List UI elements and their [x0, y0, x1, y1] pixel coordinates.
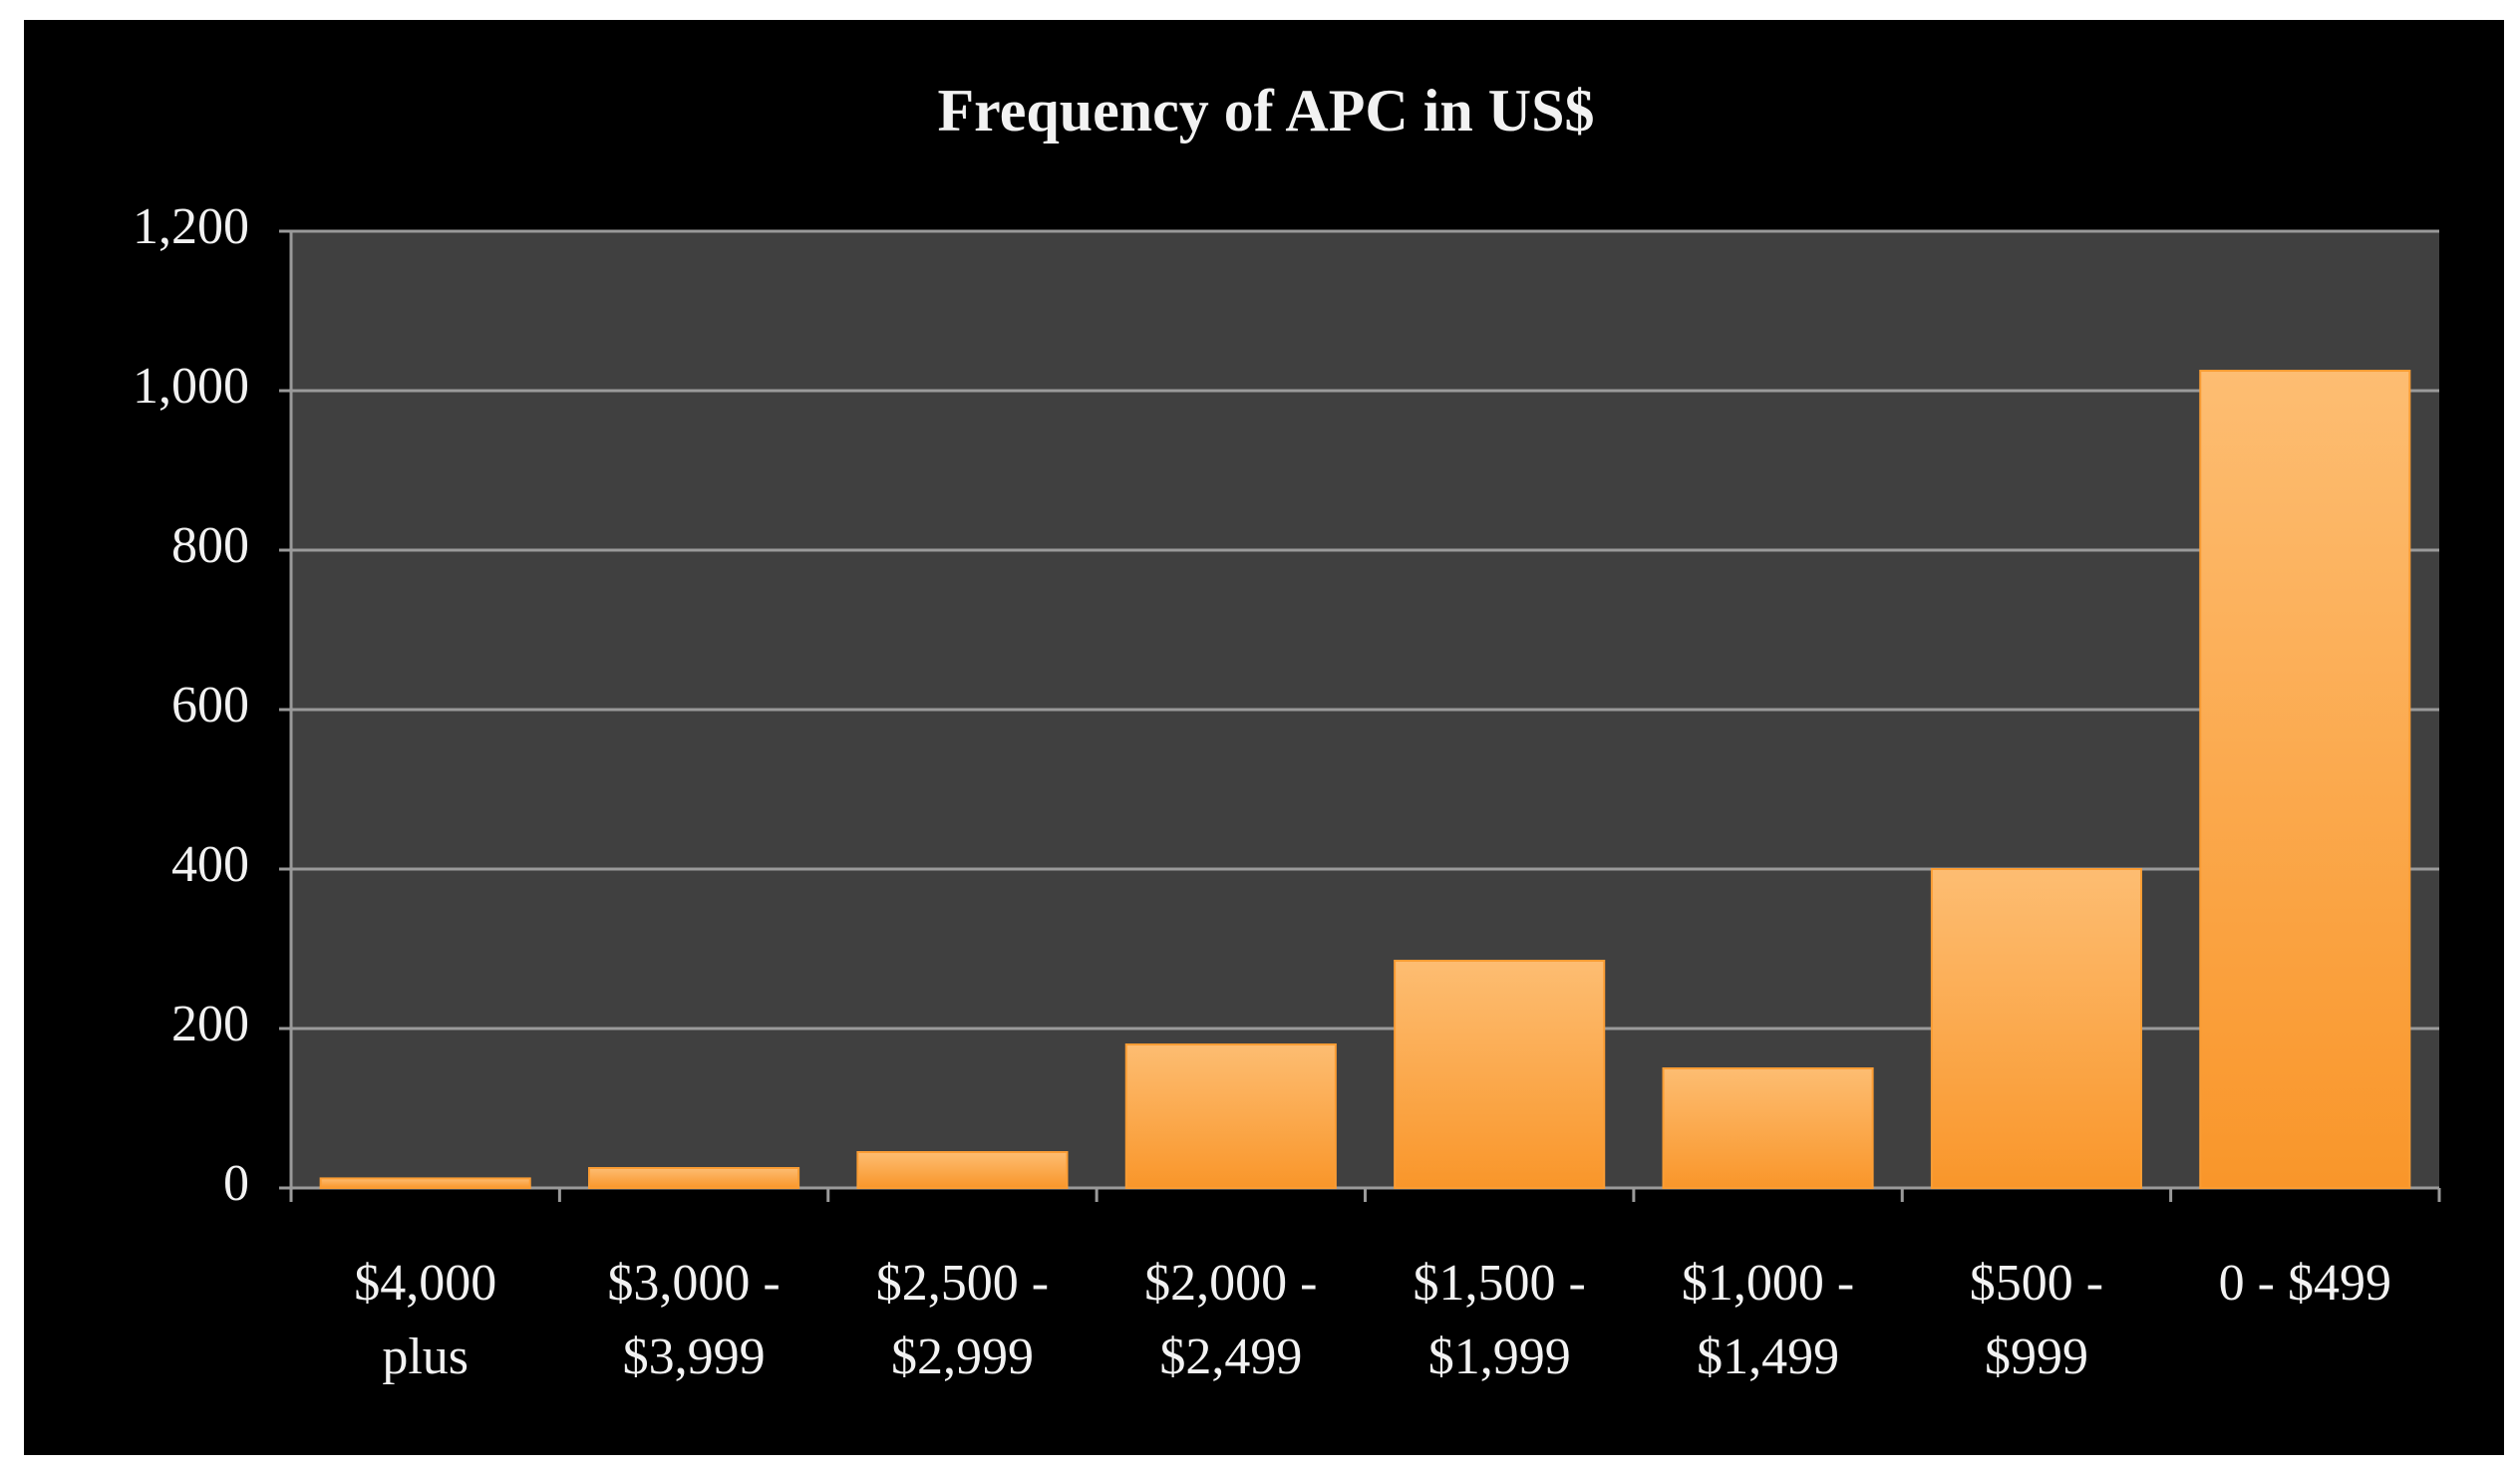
x-tick-label: $1,500 - $1,999 [1414, 1255, 1586, 1385]
x-tick-label: $1,000 - $1,499 [1682, 1255, 1854, 1385]
bar [1394, 960, 1606, 1189]
x-tick-label-line: $2,499 [1159, 1328, 1302, 1385]
x-tick-label-line: $2,000 - [1144, 1255, 1317, 1312]
bar [1124, 1043, 1337, 1189]
x-tick-label-line: $2,500 - [876, 1255, 1049, 1312]
y-tick-label: 600 [171, 677, 249, 734]
x-tick-label-line: $1,999 [1428, 1328, 1571, 1385]
bar [319, 1177, 531, 1190]
bar [1930, 868, 2142, 1189]
x-tick-label-line: $500 - [1970, 1255, 2103, 1312]
x-tick-label: 0 - $499 [2219, 1255, 2391, 1312]
y-tick-label: 400 [171, 836, 249, 893]
x-tick-label-line: $1,000 - [1682, 1255, 1854, 1312]
x-tick-label: $2,500 - $2,999 [876, 1255, 1049, 1385]
bar [1662, 1067, 1874, 1189]
x-tick-label: $2,000 - $2,499 [1144, 1255, 1317, 1385]
x-tick-label-line: $3,000 - [607, 1255, 780, 1312]
x-tick-label: $4,000 plus [354, 1255, 496, 1385]
x-tick-label-line: $1,500 - [1414, 1255, 1586, 1312]
x-tick-label-line: plus [382, 1328, 469, 1385]
x-tick-label-line: $999 [1985, 1328, 2088, 1385]
y-tick-label: 1,000 [133, 358, 249, 415]
y-tick-label: 0 [223, 1155, 249, 1212]
bar [2199, 370, 2411, 1189]
y-tick-label: 800 [171, 517, 249, 574]
x-tick-label-line: $1,499 [1697, 1328, 1839, 1385]
bar [588, 1167, 800, 1189]
x-tick-label: $500 - $999 [1970, 1255, 2103, 1385]
chart-title: Frequency of APC in US$ [938, 78, 1595, 144]
x-tick-label-line: $2,999 [891, 1328, 1034, 1385]
y-tick-label: 1,200 [133, 198, 249, 255]
x-tick-label: $3,000 - $3,999 [607, 1255, 780, 1385]
x-tick-label-line: $4,000 [354, 1255, 496, 1312]
x-tick-label-line: 0 - $499 [2219, 1255, 2391, 1312]
y-tick-label: 200 [171, 996, 249, 1052]
x-tick-label-line: $3,999 [623, 1328, 766, 1385]
bar [856, 1151, 1069, 1189]
